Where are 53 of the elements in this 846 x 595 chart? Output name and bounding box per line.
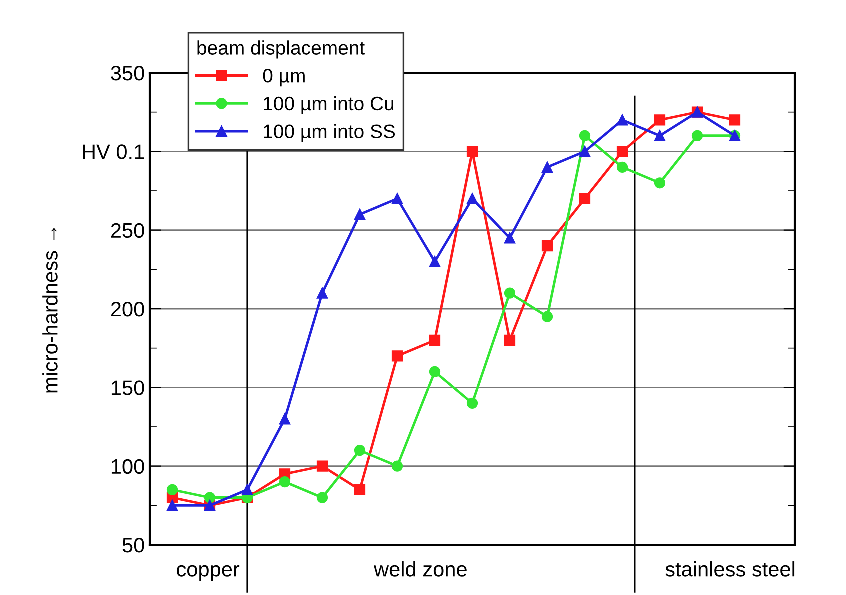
point: [429, 256, 441, 268]
point: [279, 414, 291, 425]
point: [316, 460, 328, 472]
point: [354, 445, 366, 456]
point: [654, 114, 666, 126]
text: weld zone: [374, 562, 467, 577]
point: [542, 311, 554, 322]
point: [579, 130, 591, 142]
point: [504, 334, 516, 346]
text: copper: [177, 565, 240, 581]
point: [504, 288, 516, 299]
point: [316, 492, 328, 504]
y-axis-title: micro-hardness →: [42, 228, 58, 393]
point: [316, 288, 328, 299]
y-tick-label: HV 0.1: [83, 144, 144, 160]
point: [166, 500, 178, 512]
y-tick-label: 50: [122, 538, 144, 553]
legend-label: 0 µm: [263, 69, 305, 87]
point: [354, 484, 366, 496]
y-tick-label: 350: [111, 66, 144, 81]
point: [616, 162, 628, 173]
point: [279, 476, 291, 488]
y-tick-label: 250: [111, 223, 144, 238]
y-tick-label: 150: [112, 380, 144, 396]
point: [242, 484, 254, 496]
y-tick-label: 200: [111, 302, 144, 317]
legend-label: 100 µm into Cu: [264, 96, 394, 114]
text: stainless steel: [666, 562, 795, 577]
legend-title: beam displacement: [198, 40, 365, 59]
point: [204, 492, 216, 504]
point: [579, 193, 591, 204]
y-tick-label: 100: [112, 459, 144, 474]
point: [692, 130, 704, 142]
point: [392, 460, 404, 472]
point: [654, 130, 666, 142]
point: [429, 334, 441, 346]
point: [466, 146, 478, 158]
point: [429, 366, 441, 378]
point: [392, 350, 404, 362]
point: [542, 240, 554, 252]
point: [466, 193, 478, 204]
point: [354, 209, 366, 220]
point: [504, 232, 516, 244]
point: [729, 114, 741, 126]
point: [166, 484, 178, 496]
point: [616, 114, 628, 126]
point: [654, 178, 666, 189]
point: [466, 398, 478, 409]
point: [392, 193, 404, 204]
legend-label: 100 µm into SS: [264, 124, 396, 142]
point: [616, 146, 628, 158]
point: [579, 146, 591, 158]
point: [542, 162, 554, 173]
